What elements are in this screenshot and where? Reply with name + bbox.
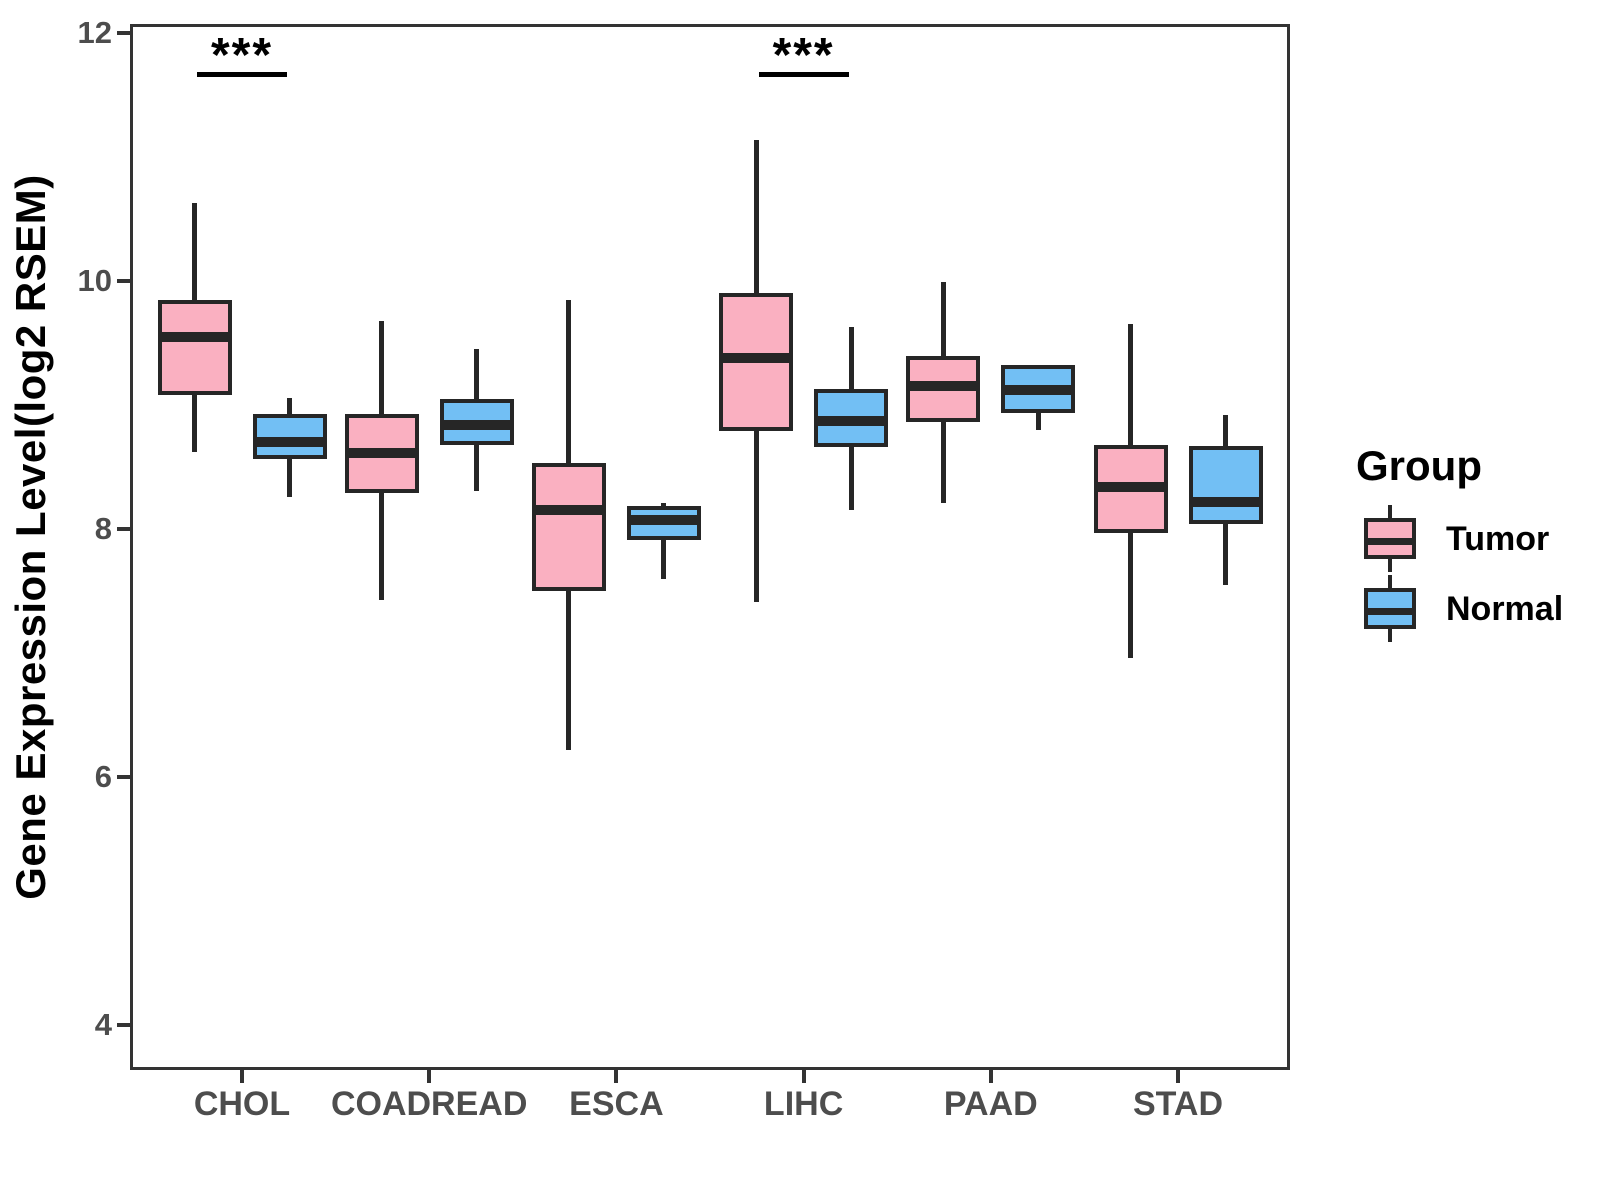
box-chol-normal — [252, 414, 327, 460]
y-tick-label-8: 8 — [94, 511, 112, 546]
x-axis-tick-paad — [988, 1070, 993, 1083]
legend-label-tumor: Tumor — [1446, 520, 1550, 558]
median-esca-tumor — [531, 505, 606, 516]
significance-stars-lihc: *** — [772, 29, 835, 82]
y-tick-label-4: 4 — [94, 1007, 112, 1042]
y-axis-tick-12 — [117, 31, 130, 35]
x-tick-label-paad: PAAD — [943, 1085, 1038, 1123]
median-paad-tumor — [906, 381, 981, 392]
y-axis-tick-10 — [117, 279, 130, 283]
x-tick-label-chol: CHOL — [193, 1085, 291, 1123]
box-esca-tumor — [531, 462, 606, 591]
median-paad-normal — [1001, 385, 1076, 396]
box-chol-tumor — [157, 300, 232, 395]
median-stad-normal — [1188, 496, 1263, 507]
legend-title: Group — [1356, 442, 1482, 489]
y-axis-tick-6 — [117, 775, 130, 779]
x-tick-label-lihc: LIHC — [763, 1085, 844, 1123]
x-tick-label-stad: STAD — [1132, 1085, 1224, 1123]
x-axis-tick-esca — [614, 1070, 619, 1083]
legend: Group Tumor Normal — [1340, 430, 1600, 660]
plot-panel — [130, 24, 1290, 1070]
legend-entry-normal: Normal — [1356, 574, 1600, 644]
x-axis-tick-lihc — [801, 1070, 806, 1083]
median-chol-normal — [252, 437, 327, 448]
y-axis-tick-4 — [117, 1023, 130, 1027]
x-axis-tick-stad — [1176, 1070, 1180, 1083]
x-tick-label-esca: ESCA — [569, 1085, 664, 1123]
legend-entry-tumor: Tumor — [1356, 504, 1600, 574]
median-lihc-tumor — [719, 352, 794, 363]
normal-boxplot-key-icon — [1364, 574, 1416, 644]
y-tick-label-12: 12 — [77, 15, 112, 50]
tumor-boxplot-key-icon — [1364, 504, 1416, 574]
median-chol-tumor — [157, 331, 232, 342]
legend-label-normal: Normal — [1446, 590, 1564, 628]
significance-stars-chol: *** — [210, 29, 274, 82]
y-tick-label-10: 10 — [77, 263, 112, 298]
x-axis-tick-chol — [240, 1070, 244, 1083]
median-coadread-normal — [439, 419, 514, 430]
median-esca-normal — [626, 515, 701, 526]
x-axis-tick-coadread — [427, 1070, 432, 1083]
y-axis-tick-8 — [117, 527, 130, 531]
median-stad-tumor — [1093, 481, 1168, 492]
median-coadread-tumor — [344, 448, 419, 459]
box-stad-normal — [1188, 446, 1263, 524]
significance-bar-chol — [197, 72, 287, 77]
y-tick-label-6: 6 — [94, 759, 112, 794]
whisker-esca-normal — [661, 502, 667, 579]
median-lihc-normal — [814, 416, 889, 427]
x-tick-label-coadread: COADREAD — [330, 1085, 528, 1123]
significance-bar-lihc — [758, 72, 849, 77]
